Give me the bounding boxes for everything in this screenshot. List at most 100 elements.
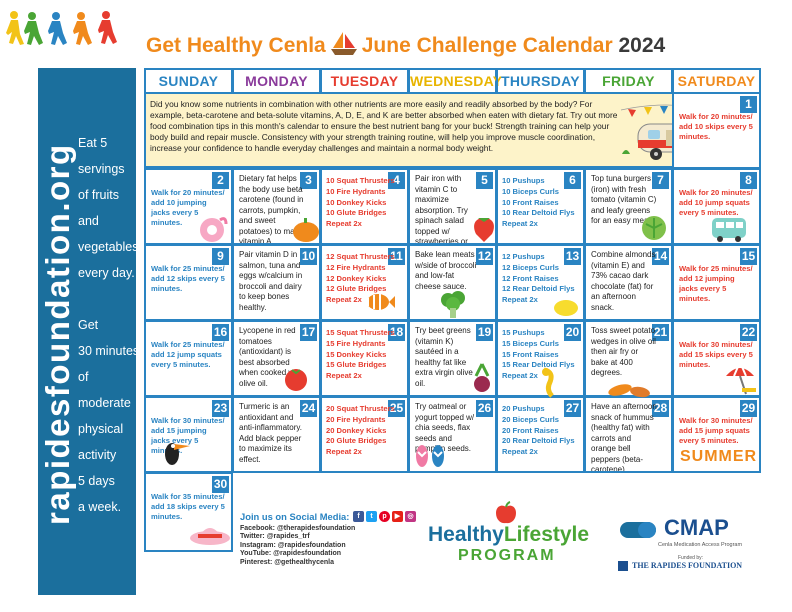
social-handles: Facebook: @therapidesfoundation Twitter:…	[240, 525, 360, 567]
day-number: 25	[388, 400, 405, 417]
twitter-icon[interactable]: t	[366, 511, 377, 522]
exercise-item: 10 Front Raises	[502, 197, 559, 207]
social-line[interactable]: Pinterest: @gethealthycenla	[240, 558, 334, 566]
day-cell: 27 20 Pushups 20 Biceps Curls 20 Front Rais…	[496, 396, 585, 473]
day-number: 24	[300, 400, 317, 417]
exercise-item: 12 Glute Bridges	[326, 284, 387, 294]
exercise-item: Repeat 2x	[326, 447, 362, 457]
cmap-name: CMAP	[664, 515, 729, 540]
day-header-sunday: SUNDAY	[144, 68, 233, 92]
runners-icon	[6, 11, 117, 45]
intro-box: Did you know some nutrients in combinati…	[144, 92, 724, 168]
exercise-list: 10 Squat Thrusters 10 Fire Hydrants 10 Don…	[326, 176, 395, 230]
seahorse-icon	[542, 367, 554, 398]
nutrition-tip: Have an afternoon snack of hummus (healt…	[591, 402, 657, 473]
instagram-icon[interactable]: ◎	[405, 511, 416, 522]
walk-challenge: Walk for 30 minutes/ add 15 skips every …	[679, 340, 753, 369]
nutrition-tip: Bake lean meats w/side of broccoli and l…	[415, 250, 477, 291]
exercise-list: 12 Squat Thrusters 12 Fire Hydrants 12 Don…	[326, 252, 395, 306]
day-number: 27	[564, 400, 581, 417]
exercise-item: Repeat 2x	[502, 447, 538, 457]
bus-icon	[712, 218, 746, 242]
walk-challenge: Walk for 35 minutes/ add 18 skips every …	[151, 492, 225, 521]
exercise-item: 15 Front Raises	[502, 349, 559, 359]
day-number: 22	[740, 324, 757, 341]
flip-flops-icon	[416, 445, 444, 467]
social-line[interactable]: Instagram: @rapidesfoundation	[240, 541, 346, 549]
exercise-item: 15 Fire Hydrants	[326, 338, 386, 348]
exercise-item: 12 Donkey Kicks	[326, 273, 387, 283]
sidebar: rapidesfoundation.org Eat 5 servings of …	[38, 68, 140, 595]
nutrition-tip: Try oatmeal or yogurt topped w/ chia see…	[415, 402, 475, 453]
day-number: 12	[476, 248, 493, 265]
exercise-item: Repeat 2x	[326, 371, 362, 381]
social-line[interactable]: Twitter: @rapides_trf	[240, 533, 310, 541]
walk-challenge: Walk for 30 minutes/ add 15 jump squats …	[679, 416, 753, 445]
day-header-friday: FRIDAY	[584, 68, 673, 92]
day-header-thursday: THURSDAY	[496, 68, 585, 92]
sweet-potato-icon	[608, 384, 650, 398]
toucan-icon	[165, 443, 190, 465]
sidebar-line: every day.	[78, 266, 135, 280]
exercise-item: 10 Biceps Curls	[502, 186, 559, 196]
exercise-item: Repeat 2x	[502, 295, 538, 305]
fish-icon	[367, 294, 395, 310]
funded-by: Funded by:	[678, 555, 704, 561]
exercise-list: 10 Pushups 10 Biceps Curls 10 Front Raises…	[502, 176, 575, 230]
beet-icon	[474, 363, 490, 392]
sidebar-line: Get	[78, 318, 99, 332]
sidebar-line	[78, 286, 136, 312]
exercise-item: 12 Fire Hydrants	[326, 262, 386, 272]
pinterest-icon[interactable]: p	[379, 511, 390, 522]
day-number: 11	[388, 248, 405, 265]
exercise-item: 20 Biceps Curls	[502, 414, 559, 424]
calendar-grid: Did you know some nutrients in combinati…	[144, 68, 761, 595]
social-line[interactable]: Facebook: @therapidesfoundation	[240, 525, 356, 532]
exercise-item: 12 Squat Thrusters	[326, 252, 395, 261]
program-healthy: Healthy	[428, 523, 504, 546]
header: Get Healthy Cenla June Challenge Calendar…	[0, 0, 792, 66]
exercise-item: 20 Donkey Kicks	[326, 425, 387, 435]
program-word: PROGRAM	[458, 547, 556, 564]
foundation-name: THE RAPIDES FOUNDATION	[632, 561, 743, 570]
day-number: 28	[652, 400, 669, 417]
day-number: 17	[300, 324, 317, 341]
day-number: 3	[300, 172, 317, 189]
day-header-saturday: SATURDAY	[672, 68, 761, 92]
nutrition-tip: Pair vitamin D in salmon, tuna and eggs …	[239, 250, 303, 312]
social-line[interactable]: YouTube: @rapidesfoundation	[240, 550, 342, 558]
exercise-list: 15 Squat Thrusters 15 Fire Hydrants 15 Don…	[326, 328, 395, 382]
sidebar-line: 30 minutes	[78, 344, 140, 358]
day-cell: 10 Pair vitamin D in salmon, tuna and egg…	[232, 244, 321, 321]
day-number: 26	[476, 400, 493, 417]
lettuce-icon	[642, 216, 666, 240]
tomato-icon	[285, 369, 307, 391]
day-cell: 16 Walk for 25 minutes/ add 12 jump squat…	[144, 320, 233, 397]
sidebar-line: and	[78, 214, 99, 228]
facebook-icon[interactable]: f	[353, 511, 364, 522]
day-header-wednesday: WEDNESDAY	[408, 68, 502, 92]
exercise-item: 20 Fire Hydrants	[326, 414, 386, 424]
sidebar-message: Eat 5 servings of fruits and vegetables …	[78, 130, 140, 520]
sidebar-line: moderate	[78, 396, 131, 410]
exercise-item: 15 Rear Deltoid Flys	[502, 360, 575, 370]
day-cell: 21 Toss sweet potato wedges in olive oil …	[584, 320, 673, 397]
day-cell: 29 Walk for 30 minutes/ add 15 jump squat…	[672, 396, 761, 473]
day-number: 21	[652, 324, 669, 341]
day-cell: 11 12 Squat Thrusters 12 Fire Hydrants 12 D…	[320, 244, 409, 321]
day-number: 16	[212, 324, 229, 341]
youtube-icon[interactable]: ▶	[392, 511, 403, 522]
day-number: 5	[476, 172, 493, 189]
day-number: 8	[740, 172, 757, 189]
walk-challenge: Walk for 25 minutes/ add 12 jumping jack…	[679, 264, 753, 303]
day-cell: 6 10 Pushups 10 Biceps Curls 10 Front Raise…	[496, 168, 585, 245]
exercise-item: Repeat 2x	[326, 219, 362, 229]
nutrition-tip: Toss sweet potato wedges in olive oil th…	[591, 326, 656, 377]
exercise-item: Repeat 2x	[502, 219, 538, 229]
day-number: 2	[212, 172, 229, 189]
nutrition-tip: Dietary fat helps the body use beta caro…	[239, 174, 304, 245]
day-cell: 20 15 Pushups 15 Biceps Curls 15 Front Rais…	[496, 320, 585, 397]
exercise-item: 10 Pushups	[502, 176, 545, 185]
sidebar-line: a week.	[78, 500, 122, 514]
sidebar-line: of	[78, 370, 89, 384]
